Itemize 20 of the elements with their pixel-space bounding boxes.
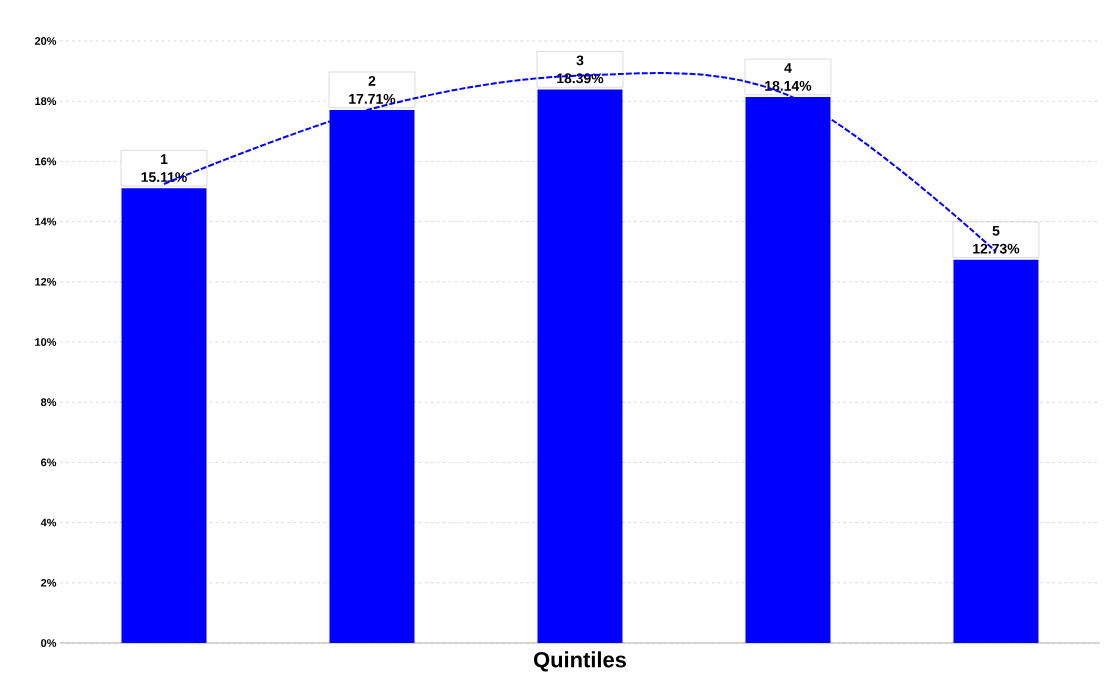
- y-tick-label: 4%: [40, 518, 57, 527]
- y-tick-label: 12%: [35, 277, 57, 286]
- data-label: 18.39%: [557, 73, 604, 84]
- x-axis-title: Quintiles: [534, 651, 626, 672]
- x-tick-label: 3: [576, 55, 584, 66]
- x-tick-label: 5: [992, 225, 1000, 236]
- x-tick-label: 2: [368, 75, 376, 86]
- y-tick-label: 14%: [35, 217, 57, 226]
- y-tick-label: 20%: [34, 37, 57, 45]
- y-tick-label: 0%: [41, 639, 57, 647]
- data-label: 17.71%: [349, 93, 396, 104]
- x-tick-label: 4: [784, 63, 792, 73]
- data-label: 18.14%: [765, 80, 812, 91]
- y-tick-label: 6%: [41, 458, 57, 467]
- y-tick-label: 16%: [35, 157, 57, 166]
- y-tick-label: 2%: [41, 578, 57, 587]
- x-tick-label: 1: [160, 154, 168, 164]
- y-tick-label: 18%: [35, 97, 57, 106]
- y-tick-label: 10%: [35, 338, 57, 346]
- y-tick-label: 8%: [40, 398, 57, 407]
